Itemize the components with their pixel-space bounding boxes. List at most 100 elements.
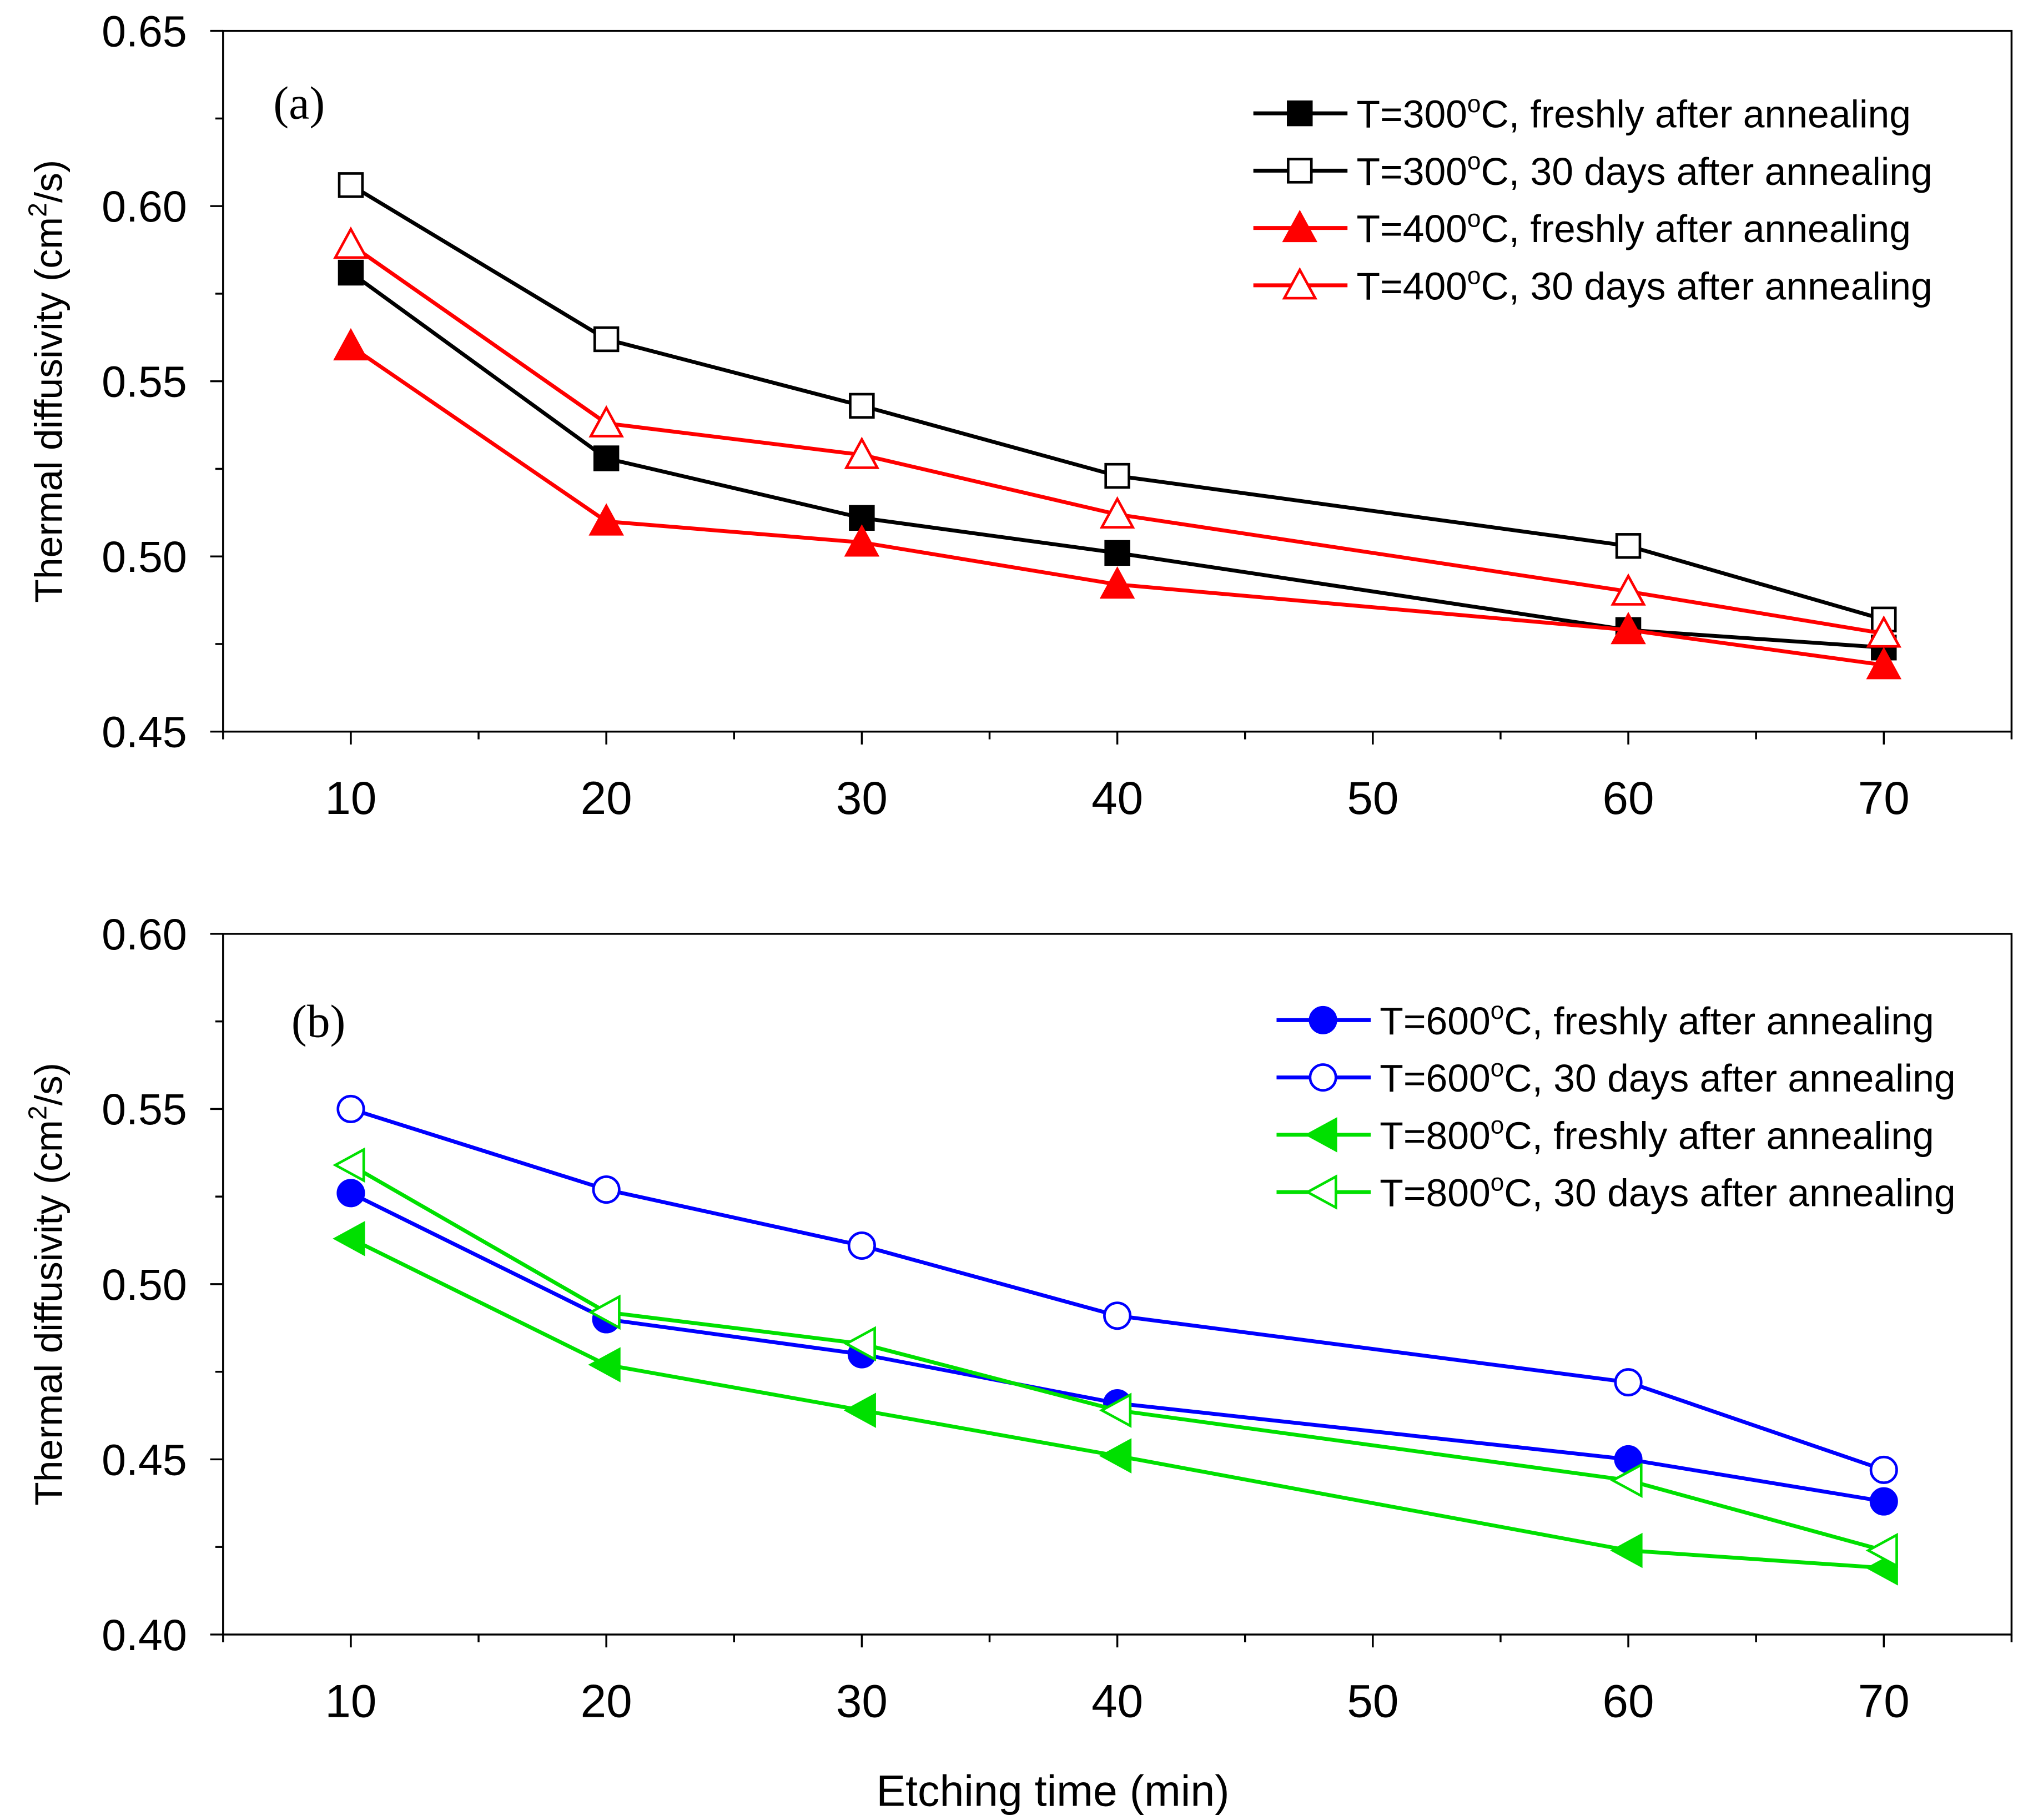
- y-label-superscript: 2: [23, 1105, 52, 1120]
- legend-text: T=800: [1380, 1114, 1490, 1157]
- x-tick-label: 50: [1347, 772, 1398, 824]
- degree-superscript: o: [1491, 1169, 1504, 1196]
- degree-superscript: o: [1491, 997, 1504, 1024]
- y-label-text: /s): [27, 1063, 70, 1105]
- x-tick-label: 40: [1091, 772, 1143, 824]
- data-point: [588, 405, 624, 438]
- data-point: [593, 445, 620, 471]
- data-point: [1099, 1392, 1132, 1428]
- data-point: [1866, 647, 1902, 680]
- data-point: [333, 328, 369, 361]
- degree-superscript: o: [1467, 148, 1481, 175]
- legend-label: T=800oC, 30 days after annealing: [1380, 1169, 1955, 1215]
- data-point: [1615, 533, 1642, 559]
- legend-text: C, freshly after annealing: [1504, 1114, 1934, 1157]
- series-line: [350, 183, 1885, 622]
- x-tick-label: 20: [581, 1675, 632, 1727]
- legend-label: T=400oC, freshly after annealing: [1356, 205, 1911, 250]
- x-tick-label: 50: [1347, 1675, 1398, 1727]
- data-point: [1611, 573, 1646, 606]
- data-point: [336, 1179, 365, 1208]
- legend-text: C, freshly after annealing: [1504, 999, 1934, 1043]
- data-point: [1865, 1532, 1898, 1568]
- data-point: [338, 259, 364, 286]
- data-point: [849, 393, 875, 419]
- legend-text: C, 30 days after annealing: [1504, 1172, 1955, 1215]
- panel-label: (b): [291, 997, 345, 1048]
- legend-text: T=600: [1380, 1057, 1490, 1100]
- y-label-text: /s): [27, 160, 70, 203]
- legend-label: T=600oC, freshly after annealing: [1380, 997, 1934, 1043]
- data-point: [588, 503, 624, 536]
- legend-marker: [1305, 1174, 1337, 1210]
- series-3: [333, 226, 1902, 648]
- x-tick-label: 20: [581, 772, 632, 824]
- x-tick-label: 60: [1603, 772, 1654, 824]
- legend-text: C, 30 days after annealing: [1504, 1057, 1955, 1100]
- data-point: [1611, 612, 1646, 645]
- legend-text: T=300: [1356, 93, 1467, 136]
- data-point: [333, 226, 369, 259]
- data-point: [1614, 1368, 1643, 1397]
- legend-marker: [1282, 209, 1318, 243]
- data-point: [1869, 1455, 1898, 1484]
- data-point: [843, 1326, 876, 1361]
- legend-label: T=600oC, 30 days after annealing: [1380, 1054, 1955, 1100]
- data-point: [333, 1221, 365, 1256]
- data-point: [843, 1392, 876, 1428]
- y-label-text: Thermal diffusivity (cm: [27, 217, 70, 603]
- panel-label: (a): [273, 78, 325, 129]
- y-tick-label: 0.50: [102, 1260, 187, 1309]
- series-line: [349, 344, 1884, 667]
- data-point: [1104, 540, 1130, 566]
- legend-marker: [1309, 1005, 1337, 1034]
- series-3: [333, 1147, 1898, 1568]
- legend-entry: T=400oC, freshly after annealing: [1253, 205, 1911, 250]
- y-tick-label: 0.60: [102, 182, 187, 231]
- series-line: [350, 1236, 1884, 1570]
- degree-superscript: o: [1467, 91, 1481, 118]
- data-point: [1610, 1532, 1643, 1568]
- legend-marker: [1287, 158, 1313, 184]
- data-point: [1099, 1438, 1132, 1474]
- series-1: [336, 1094, 1898, 1484]
- y-axis-label: Thermal diffusivity (cm2/s): [23, 1063, 71, 1506]
- y-tick-label: 0.60: [102, 910, 187, 959]
- legend-marker: [1309, 1063, 1337, 1092]
- chart-panel-a: 0.45 0.50 0.55 0.60 0.65 10 20 30 40 50 60 70 Therma…: [23, 7, 2013, 824]
- data-point: [338, 172, 364, 198]
- y-tick-label: 0.50: [102, 532, 187, 581]
- legend-text: T=300: [1356, 150, 1467, 193]
- x-tick-label: 10: [325, 772, 376, 824]
- x-tick-label: 60: [1603, 1675, 1654, 1727]
- legend-text: C, freshly after annealing: [1481, 207, 1911, 250]
- data-point: [847, 1231, 876, 1260]
- series-1: [338, 172, 1897, 632]
- y-tick-label: 0.55: [102, 1085, 187, 1134]
- x-tick-label: 40: [1091, 1675, 1143, 1727]
- x-tick-label: 70: [1858, 1675, 1910, 1727]
- data-point: [844, 436, 880, 469]
- legend-text: C, 30 days after annealing: [1481, 150, 1932, 193]
- degree-superscript: o: [1467, 263, 1481, 290]
- data-point: [1099, 496, 1135, 529]
- legend-marker: [1287, 100, 1313, 127]
- degree-superscript: o: [1467, 205, 1481, 232]
- series-line: [349, 243, 1884, 636]
- y-tick-label: 0.65: [102, 7, 187, 56]
- legend-text: T=400: [1356, 264, 1467, 308]
- data-point: [844, 524, 880, 557]
- legend-entry: T=300oC, freshly after annealing: [1253, 91, 1911, 136]
- series-line: [350, 1163, 1885, 1552]
- data-point: [333, 1147, 365, 1183]
- chart-panel-b: 0.40 0.45 0.50 0.55 0.60 10 20 30 40 50 60 70 Therma…: [23, 910, 2013, 1815]
- data-point: [592, 1175, 621, 1204]
- legend-entry: T=400oC, 30 days after annealing: [1253, 263, 1933, 308]
- degree-superscript: o: [1491, 1054, 1504, 1082]
- y-label-superscript: 2: [23, 203, 52, 217]
- data-point: [593, 326, 620, 353]
- x-tick-label: 10: [325, 1675, 376, 1727]
- legend-label: T=300oC, 30 days after annealing: [1356, 148, 1932, 193]
- data-point: [1103, 1301, 1132, 1330]
